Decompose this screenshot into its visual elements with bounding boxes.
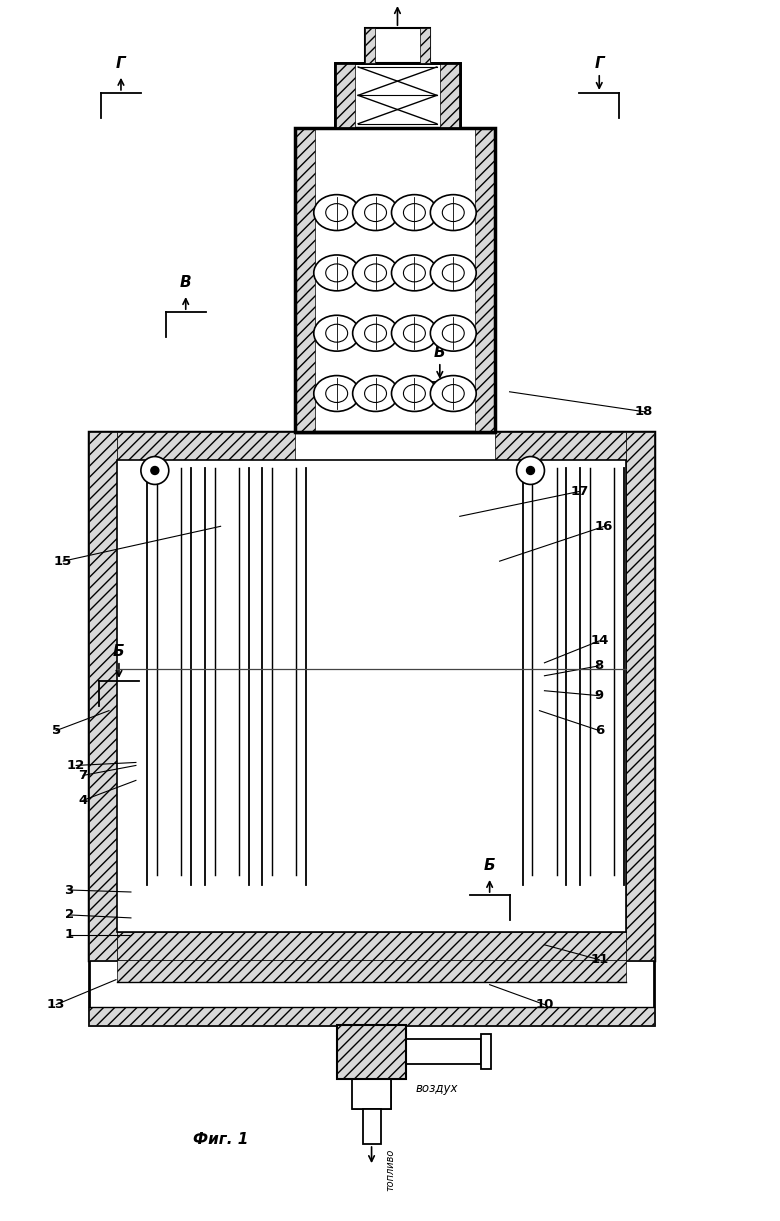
- Bar: [117, 459, 626, 932]
- Ellipse shape: [326, 204, 348, 221]
- Text: Б: Б: [113, 643, 125, 659]
- Text: В: В: [434, 344, 445, 360]
- Ellipse shape: [431, 255, 477, 291]
- Ellipse shape: [431, 194, 477, 231]
- Ellipse shape: [403, 204, 425, 221]
- Text: воздух: воздух: [415, 1082, 458, 1095]
- Ellipse shape: [314, 194, 360, 231]
- Text: 15: 15: [54, 554, 73, 568]
- Bar: [363, 1109, 381, 1144]
- Bar: [89, 432, 654, 960]
- Ellipse shape: [392, 194, 438, 231]
- Ellipse shape: [431, 315, 477, 352]
- Bar: [352, 1079, 392, 1109]
- Text: 14: 14: [590, 635, 608, 647]
- Ellipse shape: [314, 255, 360, 291]
- Ellipse shape: [403, 264, 425, 282]
- Bar: [117, 432, 296, 459]
- Ellipse shape: [364, 385, 387, 403]
- Bar: [296, 128, 315, 432]
- Text: 7: 7: [79, 769, 87, 781]
- Text: 9: 9: [594, 689, 604, 702]
- Ellipse shape: [326, 385, 348, 403]
- Bar: [475, 128, 495, 432]
- Text: 3: 3: [65, 884, 74, 896]
- Text: 18: 18: [635, 405, 654, 419]
- Text: 4: 4: [79, 794, 87, 807]
- Text: В: В: [180, 275, 192, 291]
- Bar: [337, 1024, 406, 1079]
- Text: Г: Г: [116, 56, 126, 71]
- Bar: [481, 1034, 491, 1070]
- Text: Г: Г: [594, 56, 604, 71]
- Text: Б: Б: [484, 858, 495, 873]
- Bar: [335, 63, 355, 128]
- Text: 11: 11: [590, 954, 608, 966]
- Text: Фиг. 1: Фиг. 1: [193, 1132, 248, 1147]
- Ellipse shape: [442, 204, 464, 221]
- Bar: [365, 28, 430, 63]
- Ellipse shape: [392, 376, 438, 411]
- Bar: [117, 932, 626, 960]
- Text: 8: 8: [594, 659, 604, 673]
- Ellipse shape: [364, 325, 387, 342]
- Text: 13: 13: [47, 998, 66, 1011]
- Bar: [352, 1079, 392, 1109]
- Circle shape: [151, 466, 159, 475]
- Bar: [406, 1039, 481, 1065]
- Text: 2: 2: [65, 908, 73, 922]
- Text: 12: 12: [67, 759, 85, 772]
- Ellipse shape: [442, 264, 464, 282]
- Text: 17: 17: [570, 485, 588, 498]
- Bar: [626, 432, 654, 960]
- Ellipse shape: [353, 255, 399, 291]
- Circle shape: [141, 457, 168, 485]
- Ellipse shape: [392, 255, 438, 291]
- Ellipse shape: [326, 325, 348, 342]
- Circle shape: [516, 457, 544, 485]
- Bar: [420, 28, 430, 63]
- Bar: [89, 1006, 654, 1024]
- Ellipse shape: [364, 204, 387, 221]
- Ellipse shape: [353, 194, 399, 231]
- Ellipse shape: [353, 315, 399, 352]
- Bar: [365, 28, 375, 63]
- Ellipse shape: [314, 315, 360, 352]
- Text: 1: 1: [65, 928, 73, 941]
- Polygon shape: [296, 63, 495, 128]
- Ellipse shape: [314, 376, 360, 411]
- Bar: [89, 432, 117, 960]
- Ellipse shape: [403, 325, 425, 342]
- Bar: [117, 960, 626, 982]
- Bar: [335, 63, 459, 128]
- Ellipse shape: [431, 376, 477, 411]
- Bar: [89, 960, 654, 1024]
- Circle shape: [526, 466, 534, 475]
- Ellipse shape: [442, 325, 464, 342]
- Bar: [495, 432, 626, 459]
- Bar: [440, 63, 459, 128]
- Text: 5: 5: [51, 724, 61, 737]
- Text: 6: 6: [594, 724, 604, 737]
- Ellipse shape: [326, 264, 348, 282]
- Ellipse shape: [392, 315, 438, 352]
- Ellipse shape: [364, 264, 387, 282]
- Ellipse shape: [403, 385, 425, 403]
- Text: топливо: топливо: [385, 1149, 395, 1192]
- Ellipse shape: [353, 376, 399, 411]
- Bar: [296, 128, 495, 432]
- Text: 10: 10: [535, 998, 554, 1011]
- Bar: [337, 1024, 406, 1079]
- Text: 16: 16: [595, 520, 613, 532]
- Ellipse shape: [442, 385, 464, 403]
